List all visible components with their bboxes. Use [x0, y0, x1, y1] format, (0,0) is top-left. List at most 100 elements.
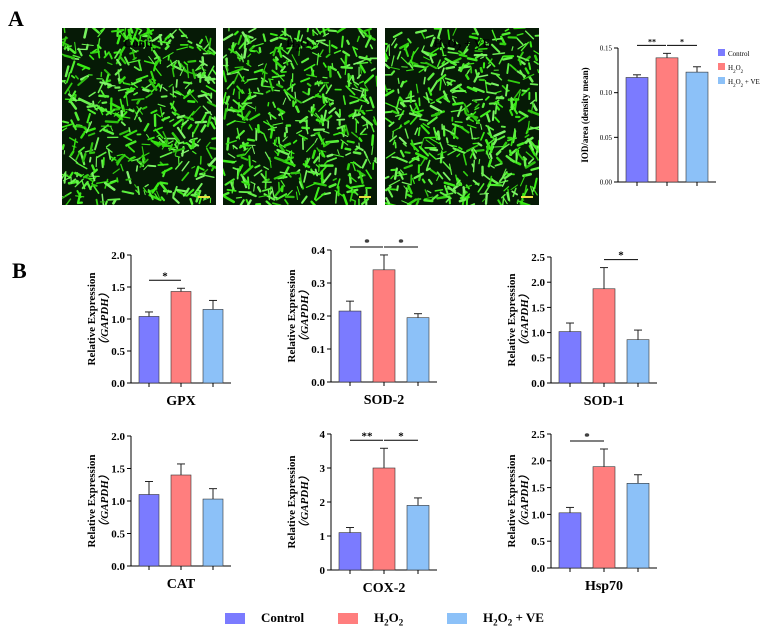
- sod1-bar-chart: 0.0 0.5 1.0 1.5 2.0 2.5 * Relative Expression （/…: [506, 250, 657, 409]
- bar-h2o2-ve: [202, 309, 224, 384]
- legend-label: H2O2 + VE: [483, 610, 544, 628]
- bar-control: [338, 310, 362, 383]
- y-axis-label-2: （/GAPDH）: [298, 470, 311, 534]
- scale-bar: [521, 196, 533, 198]
- bar-h2o2: [372, 269, 396, 383]
- y-tick-label: 2: [320, 497, 326, 509]
- y-axis-label: Relative Expression: [86, 455, 98, 548]
- significance-label: *: [398, 237, 404, 249]
- legend-swatch: [718, 63, 725, 70]
- y-tick-label: 1.0: [111, 314, 125, 326]
- micrograph-h2o2-ve: H2O2 + VE: [385, 28, 539, 205]
- micrograph-h2o2: H2O2: [223, 28, 377, 205]
- bar-h2o2: [592, 466, 616, 569]
- y-axis-label: Relative Expression: [86, 273, 98, 366]
- legend-label: Control: [728, 50, 749, 58]
- bar-h2o2-ve: [202, 498, 224, 567]
- legend-swatch: [225, 612, 245, 624]
- y-tick-label: 2.0: [531, 277, 545, 289]
- y-tick-label: 2.0: [111, 250, 125, 262]
- fluorescence-image: [385, 28, 539, 205]
- y-tick-label: 0.0: [111, 378, 125, 390]
- x-axis-label: COX-2: [363, 581, 406, 596]
- y-axis-label-2: （/GAPDH）: [518, 288, 531, 352]
- y-tick-label: 0.00: [600, 178, 613, 186]
- fluorescence-image: [223, 28, 377, 205]
- bar-control: [138, 316, 160, 384]
- y-tick-label: 2.0: [111, 431, 125, 443]
- bar-control: [558, 331, 582, 384]
- legend-swatch: [447, 613, 467, 625]
- scale-bar: [198, 196, 210, 198]
- significance-label: *: [680, 37, 684, 46]
- y-tick-label: 2.0: [531, 456, 545, 468]
- bar-h2o2-ve: [406, 505, 430, 571]
- y-axis-label-2: （/GAPDH）: [298, 284, 311, 348]
- micrograph-contr: Contr: [62, 28, 216, 205]
- significance-label: *: [398, 430, 404, 442]
- y-tick-label: 0.0: [311, 377, 325, 389]
- y-tick-label: 0.4: [311, 245, 325, 257]
- y-tick-label: 1.0: [111, 496, 125, 508]
- y-tick-label: 0.0: [531, 563, 545, 575]
- y-tick-label: 3: [320, 463, 326, 475]
- y-tick-label: 2.5: [531, 429, 545, 441]
- y-tick-label: 0.10: [600, 89, 613, 97]
- y-axis-label: Relative Expression: [506, 274, 518, 367]
- bar-control: [338, 532, 362, 571]
- significance-label: *: [584, 431, 590, 443]
- panel-letter-b: B: [12, 258, 27, 283]
- x-axis-label: SOD-1: [584, 394, 624, 409]
- bar-h2o2: [170, 291, 192, 384]
- legend-item-control: Control: [225, 610, 304, 626]
- gpx-bar-chart: 0.0 0.5 1.0 1.5 2.0 * Relative Expression （/GAP…: [86, 250, 231, 409]
- bar-h2o2: [170, 474, 192, 567]
- bar-h2o2: [372, 467, 396, 571]
- cell-layer: [385, 28, 539, 205]
- micrograph-title: H2O2 + VE: [433, 36, 491, 53]
- cat-bar-chart: 0.0 0.5 1.0 1.5 2.0 Relative Expression （/GAPD…: [86, 431, 231, 592]
- y-tick-label: 0.5: [111, 528, 125, 540]
- y-tick-label: 4: [320, 429, 326, 441]
- legend-swatch: [338, 613, 358, 625]
- significance-label: **: [362, 430, 374, 442]
- significance-label: *: [364, 237, 370, 249]
- y-tick-label: 0.0: [531, 378, 545, 390]
- y-tick-label: 0.3: [311, 278, 325, 290]
- y-axis-label-2: （/GAPDH）: [98, 287, 111, 351]
- x-axis-label: SOD-2: [364, 393, 404, 408]
- y-tick-label: 0.0: [111, 561, 125, 573]
- legend-label: H2O2: [374, 610, 404, 628]
- x-axis-label: Hsp70: [585, 579, 623, 594]
- fluorescence-image: [62, 28, 216, 205]
- legend-label: H2O2 + VE: [728, 78, 760, 89]
- y-tick-label: 0.05: [600, 134, 613, 142]
- hsp70-bar-chart: 0.0 0.5 1.0 1.5 2.0 2.5 * Relative Expression （/…: [506, 429, 657, 594]
- significance-label: **: [648, 37, 656, 46]
- significance-label: *: [618, 250, 624, 262]
- y-axis-label: IOD/area (density mean): [580, 67, 590, 162]
- bar-control: [138, 494, 160, 567]
- sod2-bar-chart: 0.0 0.1 0.2 0.3 0.4 * * Relative Expression （/GA…: [286, 237, 437, 408]
- y-tick-label: 0.5: [531, 353, 545, 365]
- legend-swatch: [718, 77, 725, 84]
- y-tick-label: 0.15: [600, 44, 613, 52]
- x-axis-label: CAT: [167, 577, 196, 592]
- y-tick-label: 1.5: [531, 482, 545, 494]
- bar-h2o2-ve: [626, 483, 650, 569]
- bar-control: [625, 77, 649, 183]
- y-tick-label: 2.5: [531, 252, 545, 264]
- y-tick-label: 1: [320, 531, 326, 543]
- y-axis-label: Relative Expression: [286, 456, 298, 549]
- significance-label: *: [162, 270, 168, 282]
- cell-layer: [62, 28, 216, 205]
- legend-item-h2o2-ve: H2O2 + VE: [447, 610, 544, 628]
- bar-h2o2-ve: [626, 339, 650, 384]
- y-tick-label: 0.5: [111, 346, 125, 358]
- y-tick-label: 0.2: [311, 311, 325, 323]
- y-tick-label: 1.0: [531, 327, 545, 339]
- y-tick-label: 1.5: [531, 302, 545, 314]
- image-background: [62, 28, 216, 205]
- bar-h2o2: [592, 288, 616, 384]
